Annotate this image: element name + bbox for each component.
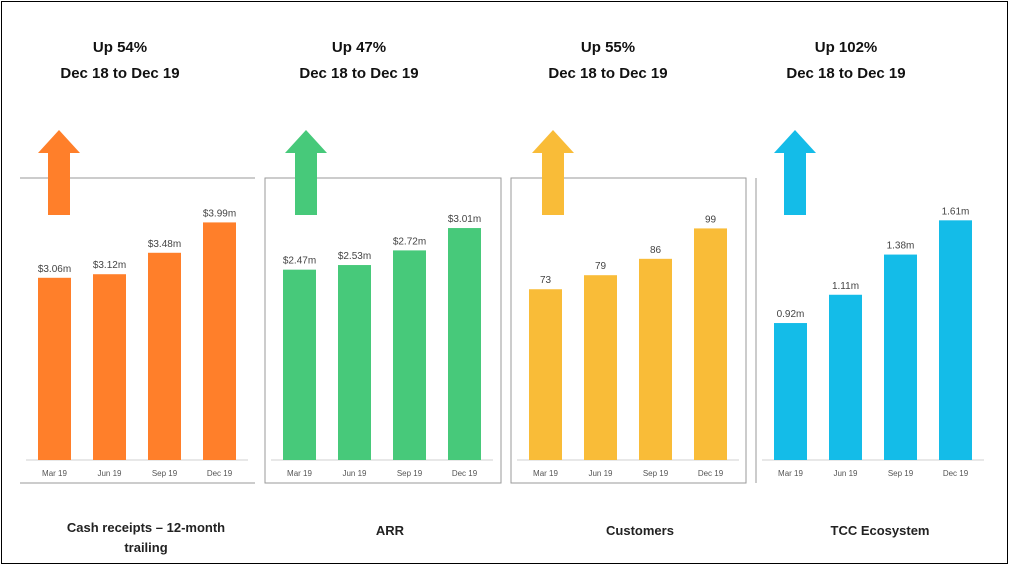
growth-percent: Up 47%	[331, 39, 387, 56]
x-tick-label: Jun 19	[97, 469, 122, 478]
chart-panel-2: $2.47m Mar 19 $2.53m Jun 19 $2.72m Sep 19 $3.0…	[264, 130, 502, 484]
bar-jun-19	[584, 275, 617, 460]
growth-period: Dec 18 to Dec 19	[548, 65, 668, 82]
data-label: $3.01m	[448, 214, 481, 225]
data-label: 0.92m	[777, 309, 805, 320]
data-label: $3.12m	[93, 260, 126, 271]
x-tick-label: Jun 19	[342, 469, 367, 478]
data-label: $2.47m	[283, 256, 316, 267]
data-label: 86	[650, 245, 662, 256]
data-label: $2.53m	[338, 251, 371, 262]
data-label: 1.38m	[887, 241, 915, 252]
x-tick-label: Mar 19	[533, 469, 558, 478]
chart-title: TCC Ecosystem	[830, 523, 930, 538]
up-arrow-icon	[285, 130, 327, 215]
x-tick-label: Sep 19	[643, 469, 669, 478]
bar-jun-19	[93, 274, 126, 460]
x-tick-label: Dec 19	[207, 469, 233, 478]
data-label: 79	[595, 261, 607, 272]
bar-dec-19	[694, 228, 727, 460]
growth-period: Dec 18 to Dec 19	[60, 65, 180, 82]
growth-headline: Up 102% Dec 18 to Dec 19	[736, 35, 956, 87]
chart-title: Cash receipts – 12-month trailing	[66, 520, 226, 555]
x-tick-label: Jun 19	[833, 469, 858, 478]
growth-headline: Up 47% Dec 18 to Dec 19	[249, 35, 469, 87]
data-label: $3.06m	[38, 264, 71, 275]
bar-jun-19	[829, 294, 862, 460]
growth-percent: Up 54%	[92, 39, 148, 56]
bar-mar-19	[529, 289, 562, 460]
chart-title: Customers	[606, 523, 674, 538]
bar-dec-19	[203, 222, 236, 460]
x-tick-label: Sep 19	[888, 469, 914, 478]
bar-dec-19	[939, 220, 972, 460]
data-label: 1.11m	[832, 281, 859, 292]
bar-mar-19	[38, 277, 71, 460]
x-tick-label: Mar 19	[287, 469, 312, 478]
growth-period: Dec 18 to Dec 19	[786, 65, 906, 82]
bar-jun-19	[338, 265, 371, 460]
bar-sep-19	[393, 250, 426, 460]
chart-panel-3: 73 Mar 19 79 Jun 19 86 Sep 19 99 Dec 19	[510, 130, 747, 484]
bar-sep-19	[148, 252, 181, 460]
growth-percent: Up 55%	[580, 39, 636, 56]
data-label: 73	[540, 275, 552, 286]
up-arrow-icon	[38, 130, 80, 215]
x-tick-label: Dec 19	[698, 469, 724, 478]
bar-sep-19	[884, 254, 917, 460]
x-tick-label: Mar 19	[42, 469, 67, 478]
chart-panel-4: 0.92m Mar 19 1.11m Jun 19 1.38m Sep 19 1.61m De…	[755, 130, 984, 483]
bar-mar-19	[283, 269, 316, 460]
bar-dec-19	[448, 228, 481, 460]
x-tick-label: Dec 19	[943, 469, 969, 478]
data-label: $2.72m	[393, 236, 426, 247]
data-label: 99	[705, 214, 717, 225]
panel-border	[510, 177, 747, 484]
x-tick-label: Dec 19	[452, 469, 478, 478]
growth-percent: Up 102%	[814, 39, 878, 56]
up-arrow-icon	[532, 130, 574, 215]
data-label: $3.48m	[148, 239, 181, 250]
data-label: 1.61m	[942, 206, 970, 217]
chart-panel-1: $3.06m Mar 19 $3.12m Jun 19 $3.48m Sep 19 $3.9…	[20, 130, 255, 484]
up-arrow-icon	[774, 130, 816, 215]
x-tick-label: Sep 19	[152, 469, 178, 478]
data-label: $3.99m	[203, 208, 236, 219]
bar-sep-19	[639, 258, 672, 460]
growth-period: Dec 18 to Dec 19	[299, 65, 419, 82]
x-tick-label: Sep 19	[397, 469, 423, 478]
bar-mar-19	[774, 323, 807, 460]
growth-headline: Up 55% Dec 18 to Dec 19	[498, 35, 718, 87]
x-tick-label: Jun 19	[588, 469, 613, 478]
panel-border	[264, 177, 502, 484]
growth-headline: Up 54% Dec 18 to Dec 19	[10, 35, 230, 87]
x-tick-label: Mar 19	[778, 469, 803, 478]
chart-title: ARR	[375, 523, 405, 538]
